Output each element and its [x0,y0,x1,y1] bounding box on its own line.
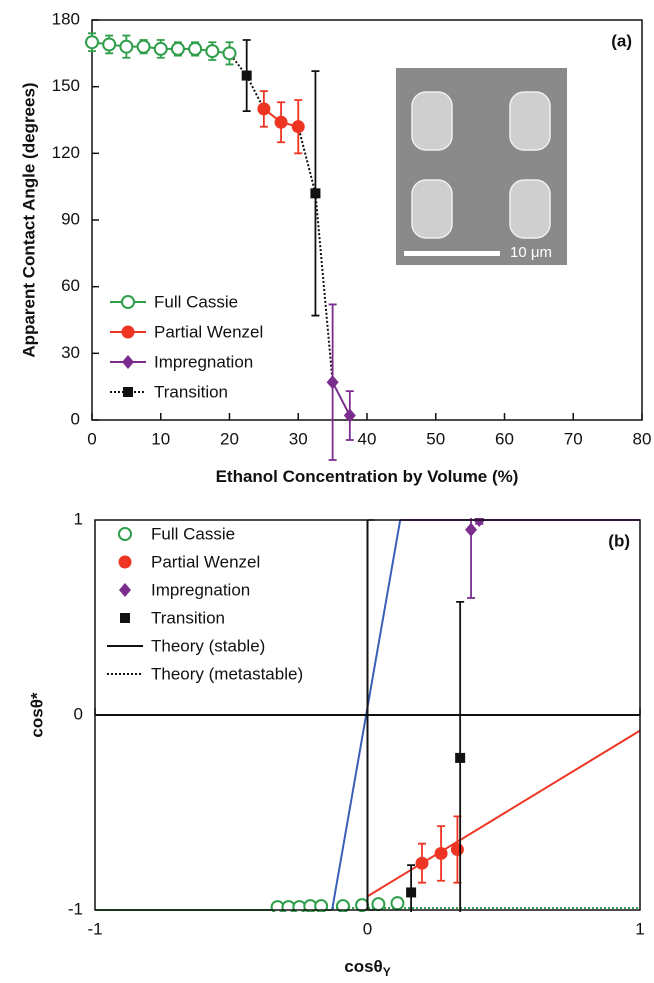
annotation: (a) [611,31,632,50]
y-tick-label: 60 [61,276,80,295]
legend-label: Impregnation [151,580,250,599]
marker [257,102,271,116]
series-line [331,381,351,417]
y-tick-label: -1 [68,899,83,918]
y-tick-label: 90 [61,209,80,228]
marker [205,44,220,59]
marker [415,856,429,870]
marker [85,35,99,50]
marker [406,887,417,898]
legend-marker [121,325,135,339]
x-tick-label: 20 [220,429,239,448]
legend-label: Theory (metastable) [151,664,303,683]
legend-marker [120,613,130,623]
legend-marker [121,295,135,309]
x-axis-title-main: cosθ [344,957,382,976]
inset-image: 10 μm [396,68,567,265]
marker [119,39,134,54]
marker [153,41,168,56]
transition-line [314,193,334,383]
legend-label: Full Cassie [154,292,238,311]
x-axis-title: cosθY [344,957,391,979]
marker [326,375,339,390]
marker [455,752,466,763]
marker [222,46,237,61]
x-tick-label: 0 [363,919,372,938]
pillars [411,91,551,239]
marker [136,39,151,54]
x-tick-label: 30 [289,429,308,448]
legend-label: Partial Wenzel [154,322,263,341]
marker [434,846,448,860]
marker [170,41,185,56]
y-tick-label: 0 [71,409,80,428]
marker [241,70,252,81]
y-tick-label: 180 [52,9,80,28]
y-axis-title: cosθ* [27,692,46,737]
legend-label: Theory (stable) [151,636,265,655]
legend-label: Transition [151,608,225,627]
legend-marker [118,527,132,541]
x-tick-label: 1 [635,919,644,938]
marker [343,408,356,423]
marker [371,897,386,912]
marker [102,37,117,52]
plot: 0 10 20 30 40 50 60 70 80 0 30 60 90 120 150 180 (a) Etha… [19,9,651,486]
x-tick-label: 70 [564,429,583,448]
marker [390,896,405,911]
legend-marker [118,555,132,569]
y-tick-label: 120 [52,143,80,162]
scale-label: 10 μm [510,244,552,261]
x-tick-label: 60 [495,429,514,448]
theory-line [366,729,641,898]
x-tick-label: 40 [358,429,377,448]
marker [274,115,288,129]
x-axis-title: Ethanol Concentration by Volume (%) [216,467,519,486]
marker [450,843,464,857]
transition-line [297,126,317,194]
marker [314,899,329,912]
x-axis-title-main: Ethanol Concentration by Volume (%) [216,467,519,486]
annotation: (b) [608,531,630,550]
marker [291,120,305,134]
legend-label: Impregnation [154,352,253,371]
marker [335,899,350,912]
legend-marker [119,583,131,597]
x-tick-label: 10 [151,429,170,448]
y-tick-label: 150 [52,76,80,95]
legend-marker [123,387,133,397]
x-tick-label: -1 [87,919,102,938]
marker [188,41,203,56]
x-tick-label: 0 [87,429,96,448]
x-tick-label: 80 [633,429,652,448]
marker [310,188,321,199]
legend-marker [122,355,134,369]
legend-label: Transition [154,382,228,401]
y-tick-label: 1 [74,509,83,528]
y-axis-title: Apparent Contact Angle (degrees) [19,82,38,357]
y-tick-label: 30 [61,343,80,362]
marker [465,522,478,537]
y-tick-label: 0 [74,704,83,723]
legend-label: Full Cassie [151,524,235,543]
x-tick-label: 50 [426,429,445,448]
x-axis-title-subscript: Y [383,965,391,979]
legend-label: Partial Wenzel [151,552,260,571]
scale-bar [404,251,500,256]
